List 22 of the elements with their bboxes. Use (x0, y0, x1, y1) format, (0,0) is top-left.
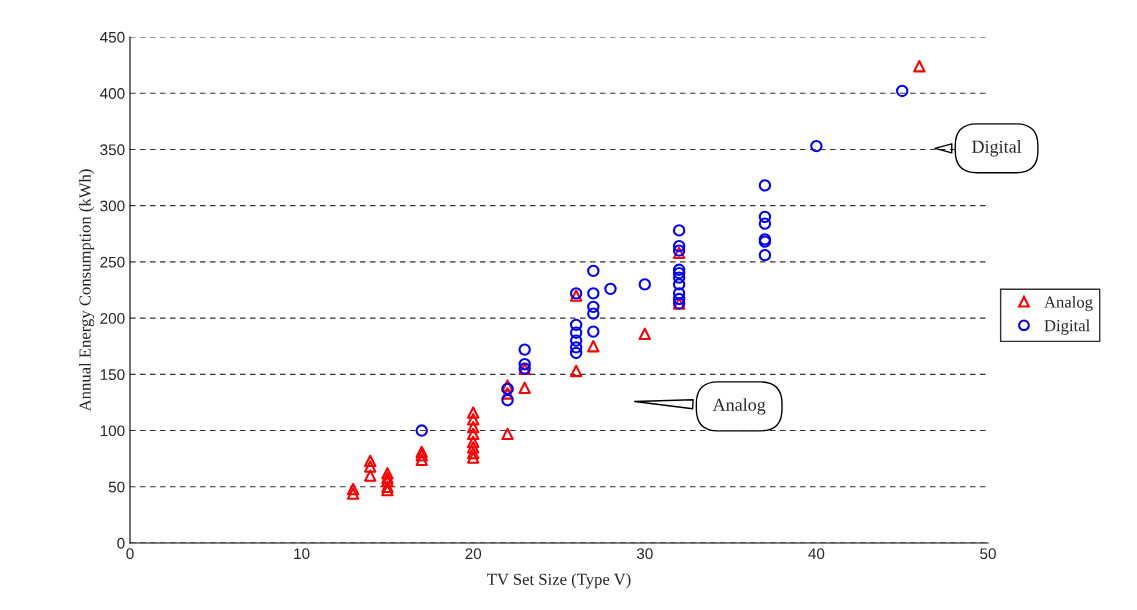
y-tick-label: 50 (108, 481, 125, 493)
x-tick-label: 20 (465, 548, 482, 560)
x-tick-label: 0 (126, 548, 134, 560)
y-tick-label: 350 (100, 144, 125, 156)
y-tick-label: 0 (117, 537, 125, 549)
x-tick-label: 50 (980, 548, 996, 560)
legend-label: Analog (1044, 295, 1093, 312)
y-tick-label: 400 (100, 88, 125, 99)
x-tick-label: 10 (294, 548, 310, 560)
x-axis-title: TV Set Size (Type V) (487, 573, 631, 589)
annotation: Digital (972, 140, 1022, 157)
legend-label: Digital (1044, 319, 1090, 335)
y-axis-title: Annual Energy Consumption (kWh) (78, 169, 95, 412)
y-tick-label: 250 (100, 256, 125, 268)
x-tick-label: 40 (808, 548, 825, 560)
y-tick-label: 200 (100, 312, 125, 324)
y-tick-label: 150 (100, 369, 125, 381)
y-tick-label: 100 (100, 425, 125, 437)
x-tick-label: 30 (636, 548, 653, 560)
y-tick-label: 300 (100, 200, 125, 212)
annotation: Analog (712, 398, 766, 415)
y-tick-label: 450 (100, 31, 125, 43)
